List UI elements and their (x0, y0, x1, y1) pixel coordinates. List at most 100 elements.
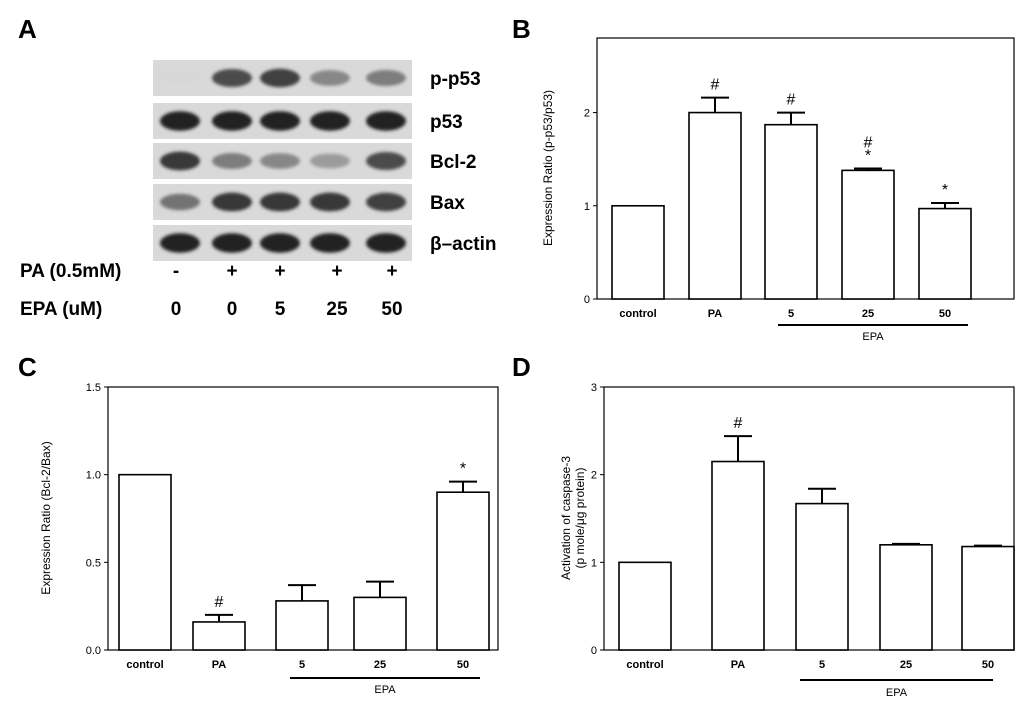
blot-band-label: p-p53 (430, 69, 481, 90)
y-tick-label: 2 (591, 470, 597, 482)
category-label: 25 (900, 659, 912, 671)
blot-band (366, 111, 406, 131)
condition-value: + (226, 261, 237, 282)
category-label: PA (731, 659, 746, 671)
y-axis-label: Expression Ratio (Bcl-2/Bax) (39, 441, 53, 594)
blot-band (366, 152, 406, 170)
category-label: 50 (457, 659, 469, 671)
blot-band (366, 70, 406, 86)
bar (841, 169, 895, 300)
category-label: control (626, 659, 663, 671)
bar (618, 561, 672, 651)
condition-value: + (274, 261, 285, 282)
bar (961, 545, 1015, 651)
chart-d: 0 1 2 3 Activation of caspase-3 (p mole/μg pr… (559, 382, 1015, 699)
blot-band-label: Bcl-2 (430, 152, 476, 173)
significance-mark: # (864, 135, 873, 152)
y-tick-label: 3 (591, 382, 597, 394)
significance-mark: # (787, 92, 796, 109)
blot-band (160, 151, 200, 171)
blot-band (366, 192, 406, 212)
blot-band (310, 192, 350, 212)
blot-band (366, 233, 406, 253)
bar (795, 502, 849, 651)
group-label: EPA (886, 687, 908, 699)
y-tick-label: 0 (591, 645, 597, 657)
condition-value: - (173, 261, 179, 282)
bar (353, 596, 407, 651)
significance-mark: # (734, 415, 743, 432)
category-label: control (126, 659, 163, 671)
bar (436, 491, 490, 651)
chart-c: 0.0 0.5 1.0 1.5 Expression Ratio (Bcl-2/Bax)… (39, 382, 499, 696)
significance-mark: # (711, 77, 720, 94)
blot-band (212, 153, 252, 169)
category-label: 5 (788, 308, 794, 320)
condition-value: 5 (275, 299, 286, 320)
blot-band-label: β–actin (430, 234, 497, 255)
bar (688, 111, 742, 300)
blot-band (160, 71, 200, 85)
condition-value: 0 (171, 299, 182, 320)
category-label: 25 (862, 308, 874, 320)
bar (918, 207, 972, 300)
condition-value: 50 (381, 299, 402, 320)
category-label: 5 (819, 659, 825, 671)
bar (118, 473, 172, 651)
blot-band (260, 153, 300, 169)
blot-band (310, 233, 350, 253)
panel-letter-a: A (18, 14, 37, 44)
bar (275, 600, 329, 651)
category-label: PA (708, 308, 723, 320)
y-tick-label: 0.0 (86, 645, 101, 657)
bar (879, 543, 933, 651)
y-axis-label: (p mole/μg protein) (573, 468, 587, 569)
y-axis-label: Expression Ratio (p-p53/p53) (541, 90, 555, 246)
blot-band (160, 193, 200, 211)
blot-band (260, 68, 300, 88)
condition-value: 0 (227, 299, 238, 320)
blot-band-label: p53 (430, 112, 463, 133)
blot-band (260, 111, 300, 131)
y-tick-label: 1.0 (86, 470, 101, 482)
category-label: 5 (299, 659, 305, 671)
panel-letter-b: B (512, 14, 531, 44)
blot-band (310, 111, 350, 131)
panel-letter-d: D (512, 352, 531, 382)
blot-band (260, 233, 300, 253)
blot-band (160, 233, 200, 253)
significance-mark: # (215, 594, 224, 611)
blot-band (212, 233, 252, 253)
blot-band (260, 192, 300, 212)
category-label: 25 (374, 659, 386, 671)
condition-value: + (386, 261, 397, 282)
condition-value: + (331, 261, 342, 282)
significance-mark: * (942, 182, 948, 199)
western-blot-panel: p-p53 p53 Bcl-2 Bax β–actin PA (0.5mM) - + + + + EP… (20, 60, 497, 320)
y-tick-label: 1 (584, 201, 590, 213)
condition-label: PA (0.5mM) (20, 261, 121, 282)
y-tick-label: 2 (584, 108, 590, 120)
category-label: 50 (982, 659, 994, 671)
y-axis-label: Activation of caspase-3 (559, 456, 573, 580)
category-label: PA (212, 659, 227, 671)
y-tick-label: 0.5 (86, 557, 101, 569)
chart-b: 0 1 2 Expression Ratio (p-p53/p53) control # P… (541, 37, 1015, 343)
condition-label: EPA (uM) (20, 299, 102, 320)
group-label: EPA (374, 684, 396, 696)
group-label: EPA (862, 331, 884, 343)
panel-letter-c: C (18, 352, 37, 382)
bar (611, 204, 665, 300)
blot-band (310, 70, 350, 86)
y-tick-label: 1 (591, 557, 597, 569)
bar (711, 460, 765, 651)
blot-band (160, 111, 200, 131)
category-label: 50 (939, 308, 951, 320)
significance-mark: * (460, 461, 466, 478)
blot-band (212, 192, 252, 212)
blot-band (212, 69, 252, 87)
significance-mark: * (865, 148, 871, 165)
y-tick-label: 1.5 (86, 382, 101, 394)
condition-value: 25 (326, 299, 348, 320)
